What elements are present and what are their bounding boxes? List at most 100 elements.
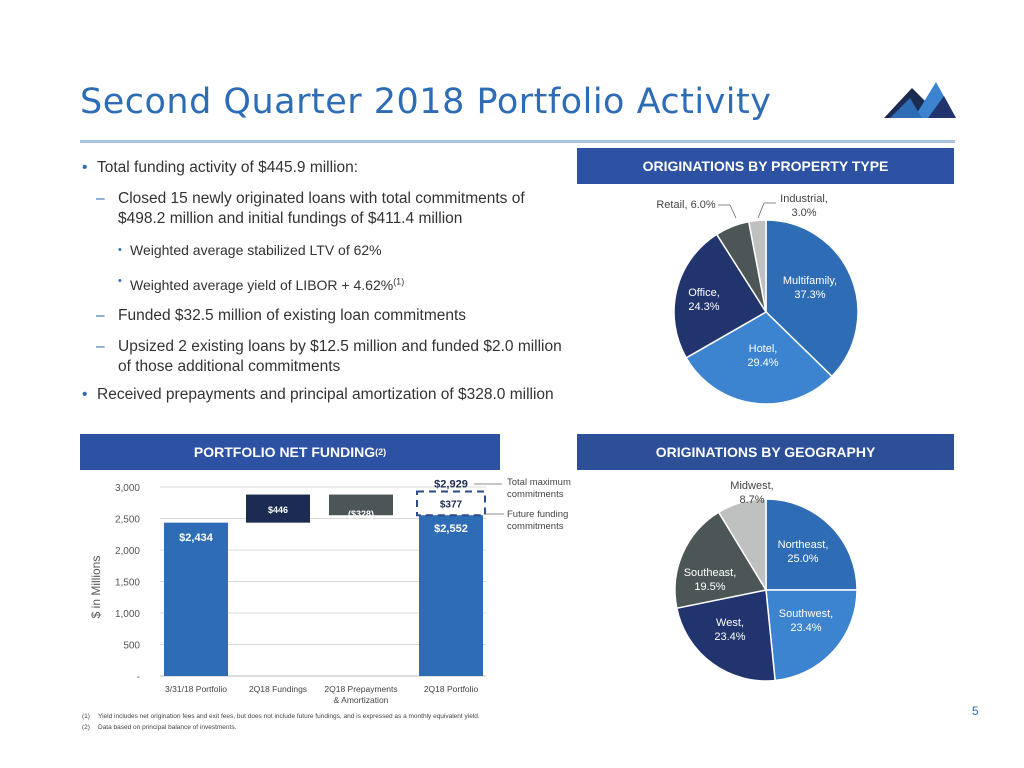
bar	[246, 494, 310, 523]
y-axis-label: $ in Millions	[89, 556, 103, 619]
bar	[419, 515, 483, 676]
pie-label-value: 19.5%	[694, 581, 725, 593]
net-funding-banner: PORTFOLIO NET FUNDING (2)	[80, 434, 500, 470]
bar	[329, 494, 393, 516]
bullet-dot-icon: •	[118, 275, 122, 287]
pie-slice-northeast	[765, 498, 858, 591]
x-tick-label: 3/31/18 Portfolio	[165, 684, 227, 694]
footnote-2: (2) Data based on principal balance of in…	[82, 724, 236, 731]
pie-label-value: 23.4%	[714, 631, 745, 643]
footnote-ref: (1)	[393, 276, 405, 286]
y-tick-label: 2,500	[115, 515, 140, 526]
pie-label-value: 23.4%	[790, 622, 821, 634]
future-funding-box	[416, 490, 486, 517]
pie-slice-midwest	[717, 498, 767, 593]
pie-label-value: 8.7%	[739, 494, 764, 506]
bullet-dot-icon: •	[82, 159, 88, 176]
page-number: 5	[972, 704, 979, 718]
bar-value-label: $446	[268, 505, 288, 515]
bullet-text: Received prepayments and principal amort…	[97, 385, 554, 403]
annotation-future: Future funding	[507, 509, 568, 520]
pie-label-name: Office,	[688, 287, 720, 299]
pie-label-value: 3.0%	[791, 207, 816, 219]
page-title: Second Quarter 2018 Portfolio Activity	[80, 82, 772, 122]
annotation-future: commitments	[507, 521, 564, 532]
annotation-total-max: Total maximum	[507, 477, 571, 488]
pie-slice-industrial	[747, 219, 767, 313]
x-tick-label: 2Q18 Fundings	[249, 684, 307, 694]
bullet-item: • Received prepayments and principal amo…	[82, 385, 562, 405]
y-tick-label: 1,500	[115, 578, 140, 589]
pie-label-name: Southeast,	[684, 567, 737, 579]
footnote-ref: (2)	[375, 447, 387, 457]
bullet-item: • Weighted average yield of LIBOR + 4.62…	[82, 271, 562, 295]
pie-slice-west	[675, 589, 776, 682]
pie-label-value: 25.0%	[787, 553, 818, 565]
pie-label-value: 24.3%	[688, 301, 719, 313]
bullet-text: Weighted average stabilized LTV of 62%	[130, 242, 382, 258]
footnote-text: Data based on principal balance of inves…	[98, 724, 237, 731]
bullet-dot-icon: •	[82, 385, 88, 403]
pie-label-value: 37.3%	[794, 289, 825, 301]
dash-icon: –	[96, 190, 105, 207]
bullet-item: • Weighted average stabilized LTV of 62%	[82, 240, 562, 260]
y-tick-label: -	[137, 672, 140, 683]
pie-label-name: Midwest,	[730, 480, 773, 492]
banner-title: PORTFOLIO NET FUNDING	[193, 444, 376, 460]
bullet-text: Funded $32.5 million of existing loan co…	[118, 306, 467, 324]
pie-label-name: West,	[716, 617, 744, 629]
pie-label-value: 29.4%	[747, 357, 778, 369]
footnote-text: Yield includes net origination fees and …	[98, 713, 480, 720]
bullet-item: • Total funding activity of $445.9 milli…	[82, 158, 562, 178]
x-tick-label: 2Q18 Prepayments	[324, 684, 397, 694]
bullet-text: Closed 15 newly originated loans with to…	[118, 190, 525, 227]
pie-label-name: Northeast,	[778, 539, 829, 551]
bar	[164, 522, 228, 676]
dash-icon: –	[96, 306, 105, 324]
footnote-1: (1) Yield includes net origination fees a…	[82, 713, 480, 720]
pie-slice-hotel	[685, 311, 833, 405]
bullet-text: Total funding activity of $445.9 million…	[97, 159, 359, 176]
future-funding-label: $377	[440, 499, 463, 510]
pie-label-name: Multifamily,	[783, 275, 837, 287]
pie-slice-multifamily	[765, 219, 859, 378]
x-tick-label: 2Q18 Portfolio	[424, 684, 479, 694]
banner-title: ORIGINATIONS BY GEOGRAPHY	[655, 444, 876, 460]
pie-slice-southeast	[674, 511, 768, 610]
bar-value-label: $2,552	[434, 523, 468, 535]
footnote-number: (2)	[82, 724, 90, 731]
pie-label-name: Southwest,	[779, 608, 833, 620]
total-commitment-label: $2,929	[434, 478, 468, 490]
property-type-banner: ORIGINATIONS BY PROPERTY TYPE	[577, 148, 954, 184]
yield-text: Weighted average yield of LIBOR + 4.62%	[130, 276, 394, 293]
leader-line	[757, 202, 776, 219]
y-tick-label: 2,000	[115, 546, 140, 557]
bullet-item: – Upsized 2 existing loans by $12.5 mill…	[82, 337, 562, 377]
y-tick-label: 1,000	[115, 609, 140, 620]
activity-bullets: • Total funding activity of $445.9 milli…	[82, 150, 562, 405]
bullet-text: Upsized 2 existing loans by $12.5 millio…	[118, 337, 562, 375]
pie-slice-office	[673, 233, 768, 359]
annotation-total-max: commitments	[507, 489, 564, 500]
y-tick-label: 500	[123, 641, 140, 652]
bullet-item: – Closed 15 newly originated loans with …	[82, 189, 562, 229]
x-tick-label: & Amortization	[334, 695, 389, 705]
mountain-logo-icon	[884, 82, 956, 118]
dash-icon: –	[96, 337, 105, 355]
footnote-number: (1)	[82, 713, 90, 720]
leader-line	[718, 204, 737, 219]
bar-value-label: $2,434	[179, 532, 214, 544]
bullet-item: – Funded $32.5 million of existing loan …	[82, 306, 562, 326]
pie-label-name: Industrial,	[780, 193, 828, 205]
y-tick-label: 3,000	[115, 483, 140, 494]
geography-banner: ORIGINATIONS BY GEOGRAPHY	[577, 434, 954, 470]
banner-title: ORIGINATIONS BY PROPERTY TYPE	[642, 158, 889, 174]
bullet-dot-icon: •	[118, 244, 122, 256]
title-divider	[80, 140, 955, 143]
pie-slice-southwest	[765, 589, 858, 682]
bar-value-label: ($328)	[348, 509, 374, 519]
pie-label-name: Hotel,	[749, 343, 778, 355]
